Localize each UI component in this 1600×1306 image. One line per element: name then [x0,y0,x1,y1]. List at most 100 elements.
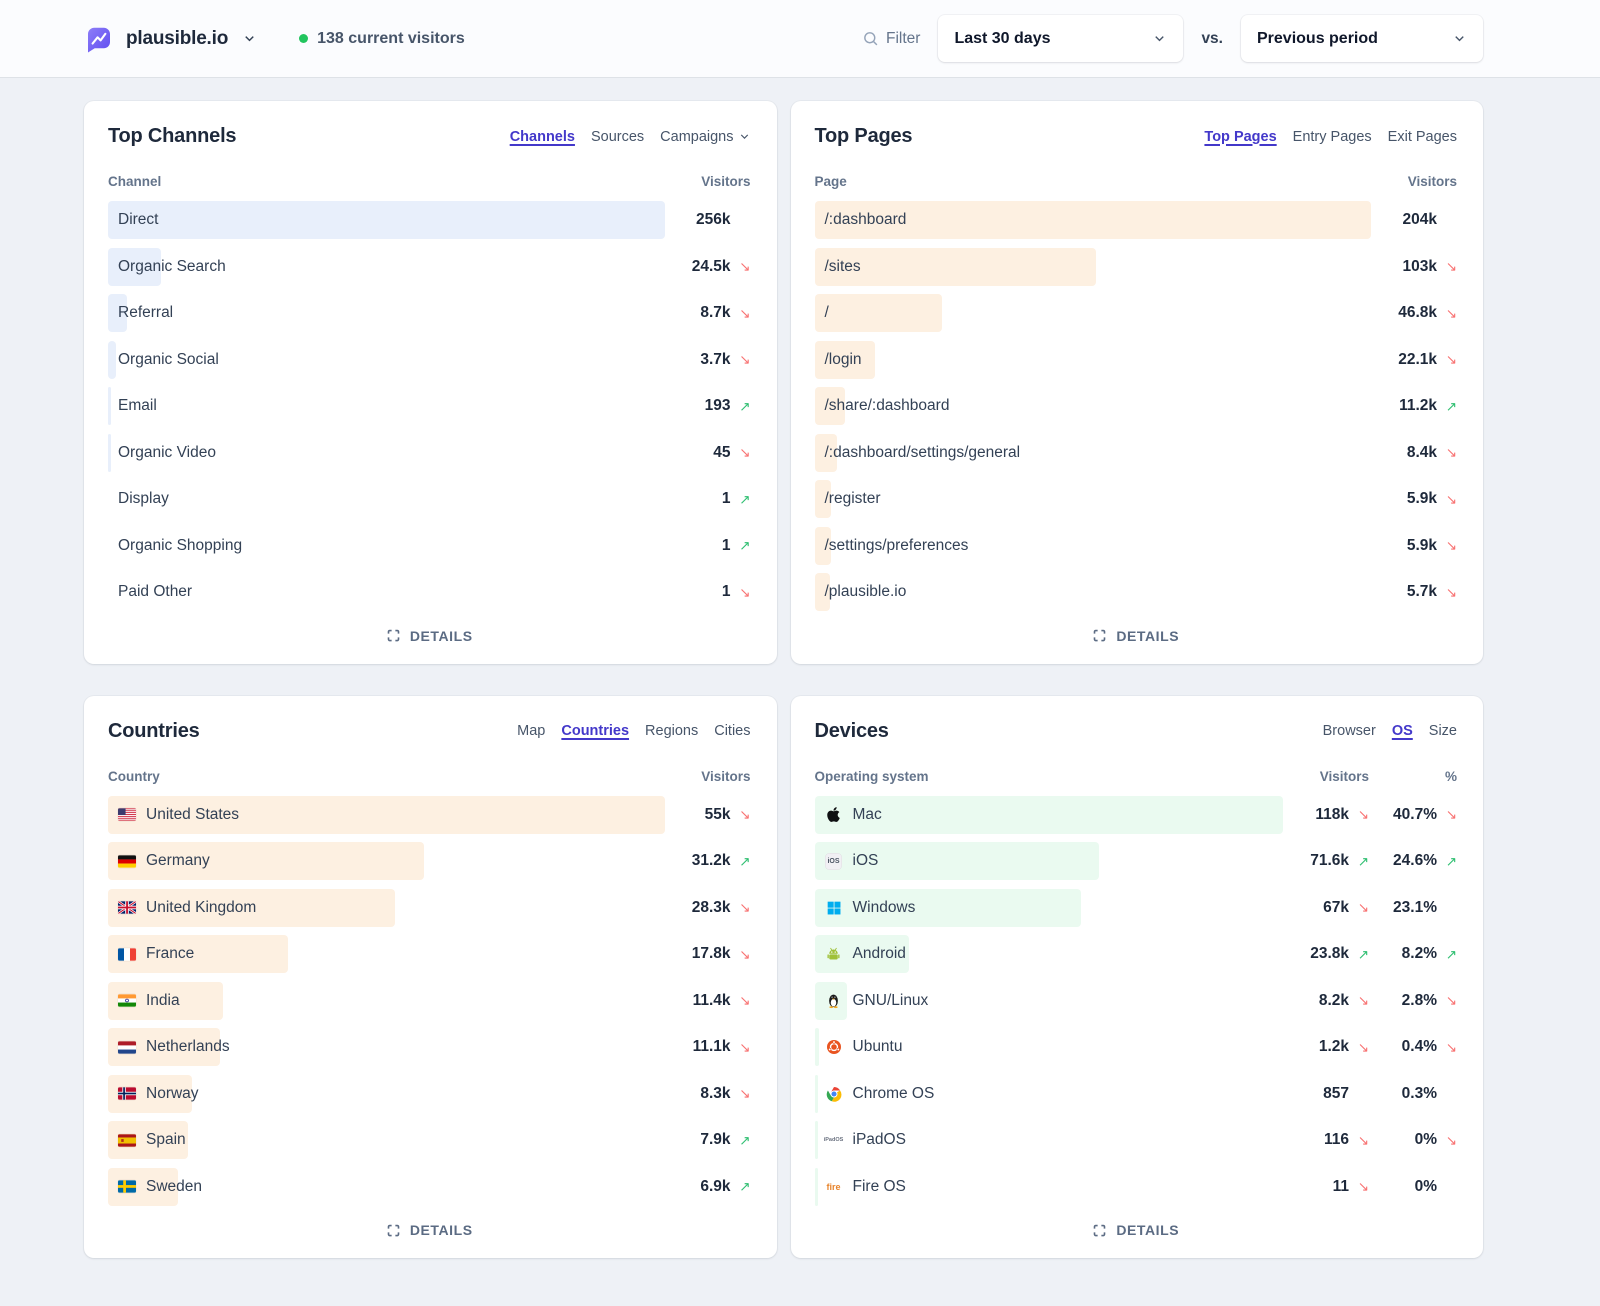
filter-button[interactable]: Filter [862,30,920,48]
countries-row[interactable]: United States 55k ↘ [108,792,751,839]
visitors-value: 8.4k [1406,443,1437,461]
devices-row[interactable]: Chrome OS 857 0.3% [814,1071,1458,1118]
tab-size[interactable]: Size [1428,723,1457,739]
value-bar [814,1028,820,1067]
value-bar [814,387,846,426]
value-bar [814,1121,818,1160]
devices-row[interactable]: Windows 67k ↘ 23.1% [814,885,1458,932]
devices-row[interactable]: Ubuntu 1.2k ↘ 0.4% ↘ [814,1024,1457,1071]
devices-row[interactable]: Mac 118k ↘ 40.7% ↘ [814,792,1457,839]
countries-row[interactable]: United Kingdom 28.3k ↘ [108,885,751,932]
details-button[interactable]: DETAILS [1092,1222,1179,1238]
trend-up-icon: ↗ [739,398,751,414]
tab-entry-pages[interactable]: Entry Pages [1292,128,1372,145]
details-button[interactable]: DETAILS [386,1222,473,1238]
devices-row[interactable]: fire Fire OS 11 ↘ 0% [814,1164,1458,1211]
pages-row[interactable]: /:dashboard 204k [814,197,1458,244]
tab-countries[interactable]: Countries [561,723,630,739]
col-label: Operating system [814,768,929,784]
tab-os[interactable]: OS [1391,723,1413,739]
column-headers: Operating system Visitors % [815,769,1458,784]
flag-es-icon [118,1134,136,1147]
row-label: Norway [108,1085,199,1103]
comparison-select[interactable]: Previous period [1241,15,1483,62]
tab-browser[interactable]: Browser [1322,723,1376,739]
trend-down-icon: ↘ [1445,259,1457,274]
tab-sources[interactable]: Sources [590,128,645,145]
tab-top-pages[interactable]: Top Pages [1204,128,1277,145]
visitors-value: 193 [704,397,731,415]
pages-row[interactable]: /plausible.io 5.7k ↘ [814,569,1457,616]
details-button[interactable]: DETAILS [1092,628,1179,644]
details-button[interactable]: DETAILS [386,628,473,644]
trend-down-icon: ↘ [1445,352,1457,367]
site-picker[interactable]: plausible.io [84,24,257,54]
visitors-value: 204k [1402,211,1437,229]
tab-cities[interactable]: Cities [714,723,751,739]
pages-row[interactable]: /:dashboard/settings/general 8.4k ↘ [814,430,1457,477]
tab-regions[interactable]: Regions [645,723,699,739]
countries-row[interactable]: Norway 8.3k ↘ [108,1071,751,1118]
trend-up-icon: ↗ [739,491,751,507]
pages-row[interactable]: / 46.8k ↘ [814,290,1457,337]
trend-up-icon: ↗ [739,1132,751,1148]
trend-up-icon: ↗ [739,538,751,553]
countries-row[interactable]: Netherlands 11.1k ↘ [108,1024,751,1071]
visitors-value: 8.2k [1318,991,1349,1009]
countries-row[interactable]: Spain 7.9k ↗ [108,1117,751,1164]
pages-row[interactable]: /sites 103k ↘ [814,244,1457,291]
devices-list: Mac 118k ↘ 40.7% ↘ iOS iOS 71.6k ↗ 24.6% ↗ Windows 6… [814,792,1458,1211]
countries-row[interactable]: France 17.8k ↘ [108,931,751,978]
date-range-value: Last 30 days [954,29,1051,47]
chevron-down-icon [1152,31,1167,46]
channels-row[interactable]: Organic Shopping 1 ↗ [108,523,751,570]
tab-channels[interactable]: Channels [509,128,575,145]
channels-row[interactable]: Organic Social 3.7k ↘ [108,337,751,384]
pages-row[interactable]: /share/:dashboard 11.2k ↗ [814,383,1457,430]
current-visitors-badge[interactable]: 138 current visitors [299,30,465,48]
channels-row[interactable]: Organic Video 45 ↘ [108,430,751,477]
pages-row[interactable]: /login 22.1k ↘ [814,337,1457,384]
row-label: Referral [118,304,174,322]
pages-row[interactable]: /register 5.9k ↘ [814,476,1457,523]
channels-row[interactable]: Organic Search 24.5k ↘ [108,244,751,291]
devices-row[interactable]: Android 23.8k ↗ 8.2% ↗ [814,931,1457,978]
share-value: 24.6% [1393,852,1437,870]
trend-up-icon: ↗ [1357,946,1369,962]
channels-row[interactable]: Paid Other 1 ↘ [108,569,751,616]
visitors-value: 71.6k [1310,852,1349,870]
devices-row[interactable]: GNU/Linux 8.2k ↘ 2.8% ↘ [814,978,1457,1025]
tab-exit-pages[interactable]: Exit Pages [1387,128,1457,145]
tab-map[interactable]: Map [517,723,546,739]
details-label: DETAILS [1116,627,1180,644]
value-bar [108,294,127,333]
row-label: France [108,945,194,963]
trend-up-icon: ↗ [1445,853,1457,869]
devices-row[interactable]: iPadOS iPadOS 116 ↘ 0% ↘ [814,1117,1457,1164]
visitors-value: 1 [721,536,731,554]
value-bar [814,888,1081,927]
details-label: DETAILS [1116,1222,1180,1238]
share-value: 2.8% [1401,991,1437,1009]
visitors-value: 11 [1332,1177,1349,1195]
pages-row[interactable]: /settings/preferences 5.9k ↘ [814,523,1457,570]
countries-row[interactable]: Sweden 6.9k ↗ [108,1164,751,1211]
visitors-value: 11.4k [692,991,731,1009]
date-range-select[interactable]: Last 30 days [938,15,1184,62]
value-bar [814,1074,818,1113]
channels-row[interactable]: Display 1 ↗ [108,476,751,523]
row-label: United States [108,806,239,824]
top-pages-panel: Top Pages Top Pages Entry Pages Exit Pages… [790,101,1483,664]
devices-row[interactable]: iOS iOS 71.6k ↗ 24.6% ↗ [814,838,1457,885]
tab-campaigns[interactable]: Campaigns [660,129,750,145]
trend-down-icon: ↘ [1445,538,1457,553]
channels-row[interactable]: Referral 8.7k ↘ [108,290,751,337]
page-title: Top Channels [108,125,237,147]
channels-row[interactable]: Direct 256k [108,197,751,244]
trend-up-icon: ↗ [739,1179,751,1194]
channels-row[interactable]: Email 193 ↗ [108,383,751,430]
trend-up-icon: ↗ [739,853,751,869]
countries-row[interactable]: India 11.4k ↘ [108,978,751,1025]
column-headers: Page Visitors [815,174,1458,189]
countries-row[interactable]: Germany 31.2k ↗ [108,838,751,885]
